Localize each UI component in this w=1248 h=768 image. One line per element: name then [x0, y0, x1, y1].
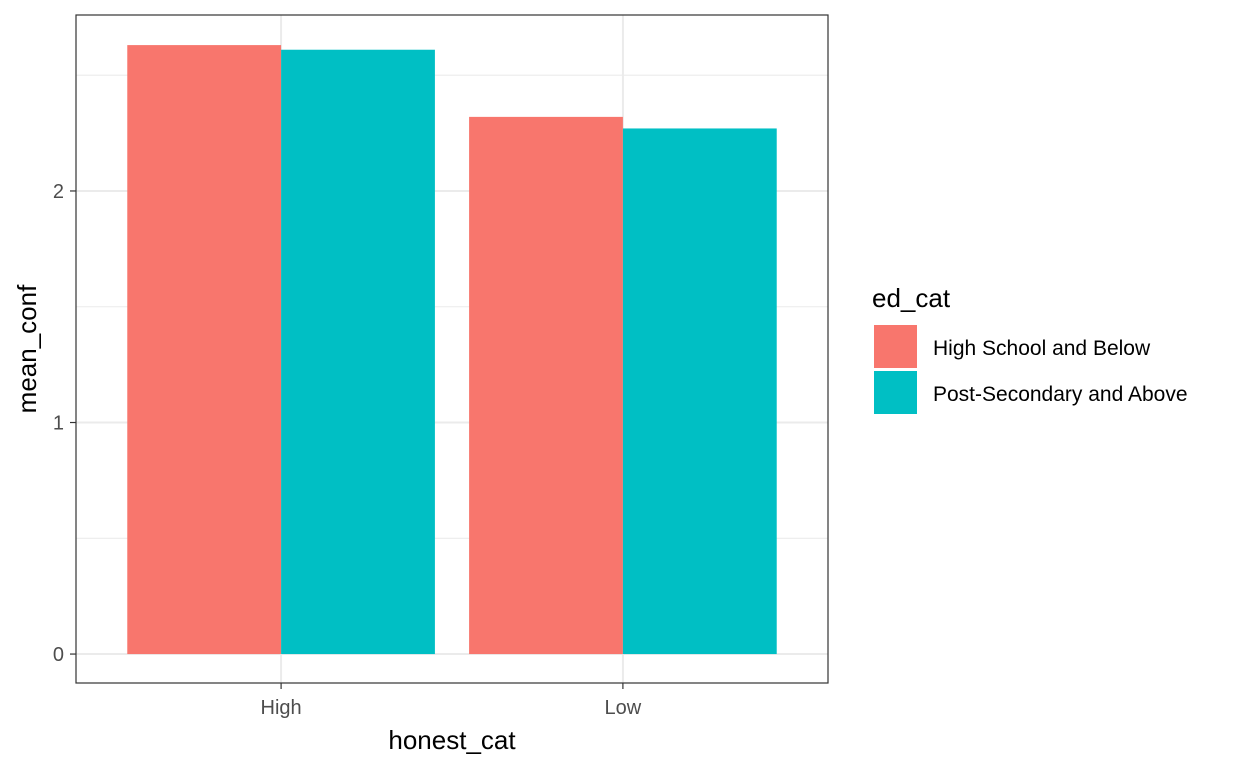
x-axis: High Low — [261, 683, 642, 719]
x-tick-label: High — [261, 697, 302, 719]
legend: ed_cat High School and Below Post-Seconda… — [872, 283, 1188, 414]
legend-label-1: High School and Below — [933, 337, 1151, 360]
bar-low-series-1 — [469, 116, 623, 655]
legend-key-2 — [874, 371, 917, 414]
y-tick-label: 0 — [53, 644, 64, 666]
legend-key-1 — [874, 325, 917, 368]
legend-title: ed_cat — [872, 283, 951, 313]
bar-low-series-2 — [622, 128, 777, 655]
y-tick-label: 2 — [53, 181, 64, 203]
y-axis: 0 1 2 — [53, 181, 76, 666]
y-tick-label: 1 — [53, 413, 64, 435]
bar-high-series-2 — [281, 49, 435, 655]
panel-border — [75, 14, 829, 684]
legend-items: High School and Below Post-Secondary and … — [874, 325, 1188, 414]
x-tick-label: Low — [605, 697, 642, 719]
bars — [127, 45, 777, 655]
legend-label-2: Post-Secondary and Above — [933, 383, 1188, 406]
x-axis-title: honest_cat — [388, 725, 516, 755]
bar-high-series-1 — [127, 45, 282, 655]
y-axis-title: mean_conf — [12, 284, 42, 413]
